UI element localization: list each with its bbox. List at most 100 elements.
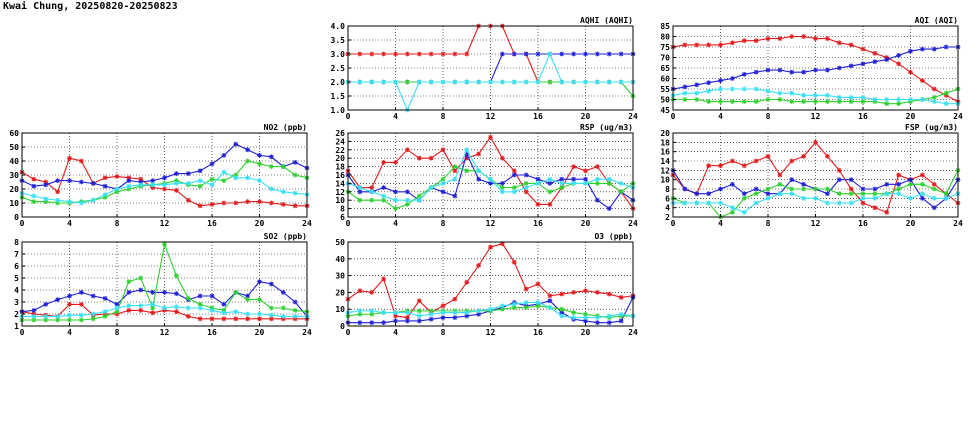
- data-point: [896, 172, 902, 178]
- data-point: [618, 79, 624, 85]
- series-red: [670, 34, 961, 104]
- data-point: [789, 186, 795, 192]
- data-point: [416, 79, 422, 85]
- grid: [347, 241, 634, 327]
- data-point: [618, 295, 624, 300]
- data-point: [43, 314, 49, 319]
- grid: [21, 132, 308, 218]
- x-tick-label: 0: [346, 112, 351, 121]
- data-point: [381, 193, 387, 199]
- data-point: [90, 311, 96, 317]
- data-point: [233, 175, 239, 181]
- data-point: [801, 153, 807, 159]
- data-point: [499, 185, 505, 190]
- data-point: [102, 309, 108, 314]
- data-point: [777, 36, 783, 41]
- data-point: [78, 179, 84, 185]
- data-point: [162, 182, 167, 188]
- data-point: [824, 153, 830, 159]
- data-point: [860, 186, 866, 192]
- data-point: [694, 90, 700, 96]
- data-point: [440, 79, 446, 85]
- data-point: [777, 181, 783, 187]
- series-cyan: [670, 191, 961, 215]
- data-point: [393, 206, 398, 211]
- x-tick-label: 20: [581, 328, 591, 337]
- x-tick-label: 12: [811, 219, 821, 228]
- data-point: [682, 186, 688, 192]
- data-point: [452, 296, 458, 302]
- data-point: [896, 97, 902, 102]
- data-point: [931, 95, 937, 100]
- data-point: [245, 175, 251, 181]
- data-point: [452, 193, 458, 199]
- data-point: [428, 316, 434, 322]
- data-point: [404, 79, 410, 85]
- data-point: [257, 178, 262, 183]
- data-point: [369, 189, 375, 195]
- data-point: [464, 279, 470, 285]
- data-point: [789, 99, 795, 104]
- y-tick-label: 55: [660, 85, 670, 94]
- data-point: [896, 101, 902, 107]
- y-tick-label: 6: [665, 194, 670, 203]
- data-point: [381, 185, 387, 190]
- data-point: [682, 84, 688, 90]
- data-point: [162, 305, 167, 311]
- data-point: [126, 290, 132, 295]
- data-point: [90, 197, 96, 203]
- data-point: [908, 97, 913, 102]
- data-point: [559, 79, 565, 85]
- data-point: [523, 172, 529, 178]
- data-point: [245, 158, 251, 164]
- x-tick-label: 16: [858, 112, 868, 121]
- data-point: [476, 151, 482, 157]
- y-tick-label: 80: [660, 33, 670, 42]
- data-point: [523, 51, 529, 57]
- data-point: [583, 51, 588, 57]
- data-point: [31, 176, 37, 182]
- data-point: [197, 183, 203, 189]
- data-point: [753, 69, 759, 75]
- data-point: [162, 175, 167, 181]
- data-point: [209, 293, 215, 299]
- data-point: [884, 209, 890, 215]
- data-point: [268, 186, 274, 192]
- data-point: [523, 79, 529, 85]
- data-point: [896, 181, 902, 187]
- y-tick-label: 6: [14, 262, 19, 271]
- data-point: [357, 308, 363, 314]
- x-tick-label: 0: [346, 219, 351, 228]
- data-point: [268, 312, 274, 318]
- data-point: [860, 200, 866, 206]
- data-point: [931, 46, 937, 52]
- data-point: [257, 161, 262, 167]
- data-point: [836, 167, 842, 173]
- data-point: [102, 296, 108, 301]
- data-point: [452, 168, 458, 174]
- data-point: [860, 195, 866, 201]
- data-point: [90, 316, 96, 322]
- data-point: [606, 181, 612, 186]
- data-point: [765, 195, 771, 201]
- data-point: [452, 315, 458, 320]
- data-point: [173, 171, 179, 176]
- data-point: [559, 291, 565, 297]
- data-point: [440, 51, 446, 57]
- data-point: [801, 99, 807, 104]
- data-point: [257, 297, 262, 302]
- data-point: [416, 298, 422, 304]
- data-point: [185, 197, 191, 203]
- data-point: [931, 99, 937, 104]
- data-point: [452, 164, 458, 169]
- data-point: [78, 312, 84, 318]
- y-tick-label: 50: [335, 238, 345, 247]
- data-point: [860, 61, 866, 67]
- data-point: [268, 154, 274, 160]
- data-point: [428, 155, 434, 161]
- data-point: [884, 57, 890, 62]
- data-point: [571, 181, 577, 186]
- data-point: [185, 181, 191, 186]
- x-tick-label: 16: [533, 219, 543, 228]
